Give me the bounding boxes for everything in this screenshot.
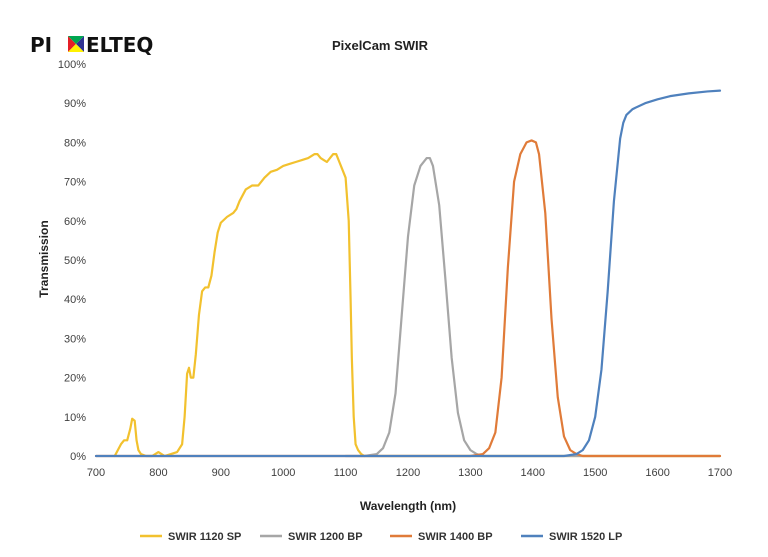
y-tick-label: 30%: [64, 333, 86, 345]
chart-title: PixelCam SWIR: [332, 38, 429, 53]
x-axis-ticks: 700 800 900 1000 1100 1200 1300 1400 1500 1600 170…: [87, 467, 732, 479]
logo-mark-segment: [68, 36, 76, 52]
x-tick-label: 1500: [583, 467, 607, 479]
x-tick-label: 1600: [645, 467, 669, 479]
series-line-swir-1520-lp: [94, 89, 722, 458]
y-axis-ticks: 0% 10% 20% 30% 40% 50% 60% 70% 80% 90% 100%: [58, 59, 86, 463]
legend-label: SWIR 1400 BP: [418, 531, 493, 543]
series-line-swir-1400-bp: [94, 139, 722, 458]
legend: SWIR 1120 SP SWIR 1200 BP SWIR 1400 BP SWIR…: [140, 531, 622, 543]
x-tick-label: 1700: [708, 467, 732, 479]
x-tick-label: 1400: [521, 467, 545, 479]
legend-label: SWIR 1120 SP: [168, 531, 241, 543]
y-tick-label: 20%: [64, 373, 86, 385]
logo-text-left: PI: [30, 33, 52, 57]
y-axis-title: Transmission: [37, 220, 51, 297]
y-tick-label: 60%: [64, 216, 86, 228]
y-tick-label: 40%: [64, 294, 86, 306]
x-tick-label: 1300: [458, 467, 482, 479]
logo-mark-segment: [68, 36, 84, 44]
series-line-swir-1200-bp: [344, 156, 722, 458]
y-tick-label: 70%: [64, 177, 86, 189]
x-tick-label: 1000: [271, 467, 295, 479]
x-tick-label: 800: [149, 467, 167, 479]
x-tick-label: 1200: [396, 467, 420, 479]
x-tick-label: 900: [212, 467, 230, 479]
x-tick-label: 1100: [334, 467, 358, 479]
y-tick-label: 100%: [58, 59, 86, 71]
x-tick-label: 700: [87, 467, 105, 479]
series-lines: [94, 89, 722, 458]
logo-mark-segment: [68, 44, 84, 52]
y-tick-label: 50%: [64, 255, 86, 267]
x-axis-title: Wavelength (nm): [360, 499, 456, 513]
y-tick-label: 10%: [64, 412, 86, 424]
pixelteq-logo: PI ELTEQ: [30, 33, 153, 57]
legend-label: SWIR 1200 BP: [288, 531, 363, 543]
legend-label: SWIR 1520 LP: [549, 531, 622, 543]
logo-x-mark-icon: [68, 36, 84, 52]
series-line-swir-1120-sp: [113, 153, 722, 458]
logo-mark-segment: [76, 36, 84, 52]
y-tick-label: 80%: [64, 137, 86, 149]
y-tick-label: 0%: [70, 451, 86, 463]
logo-text-right: ELTEQ: [86, 33, 153, 57]
y-tick-label: 90%: [64, 98, 86, 110]
